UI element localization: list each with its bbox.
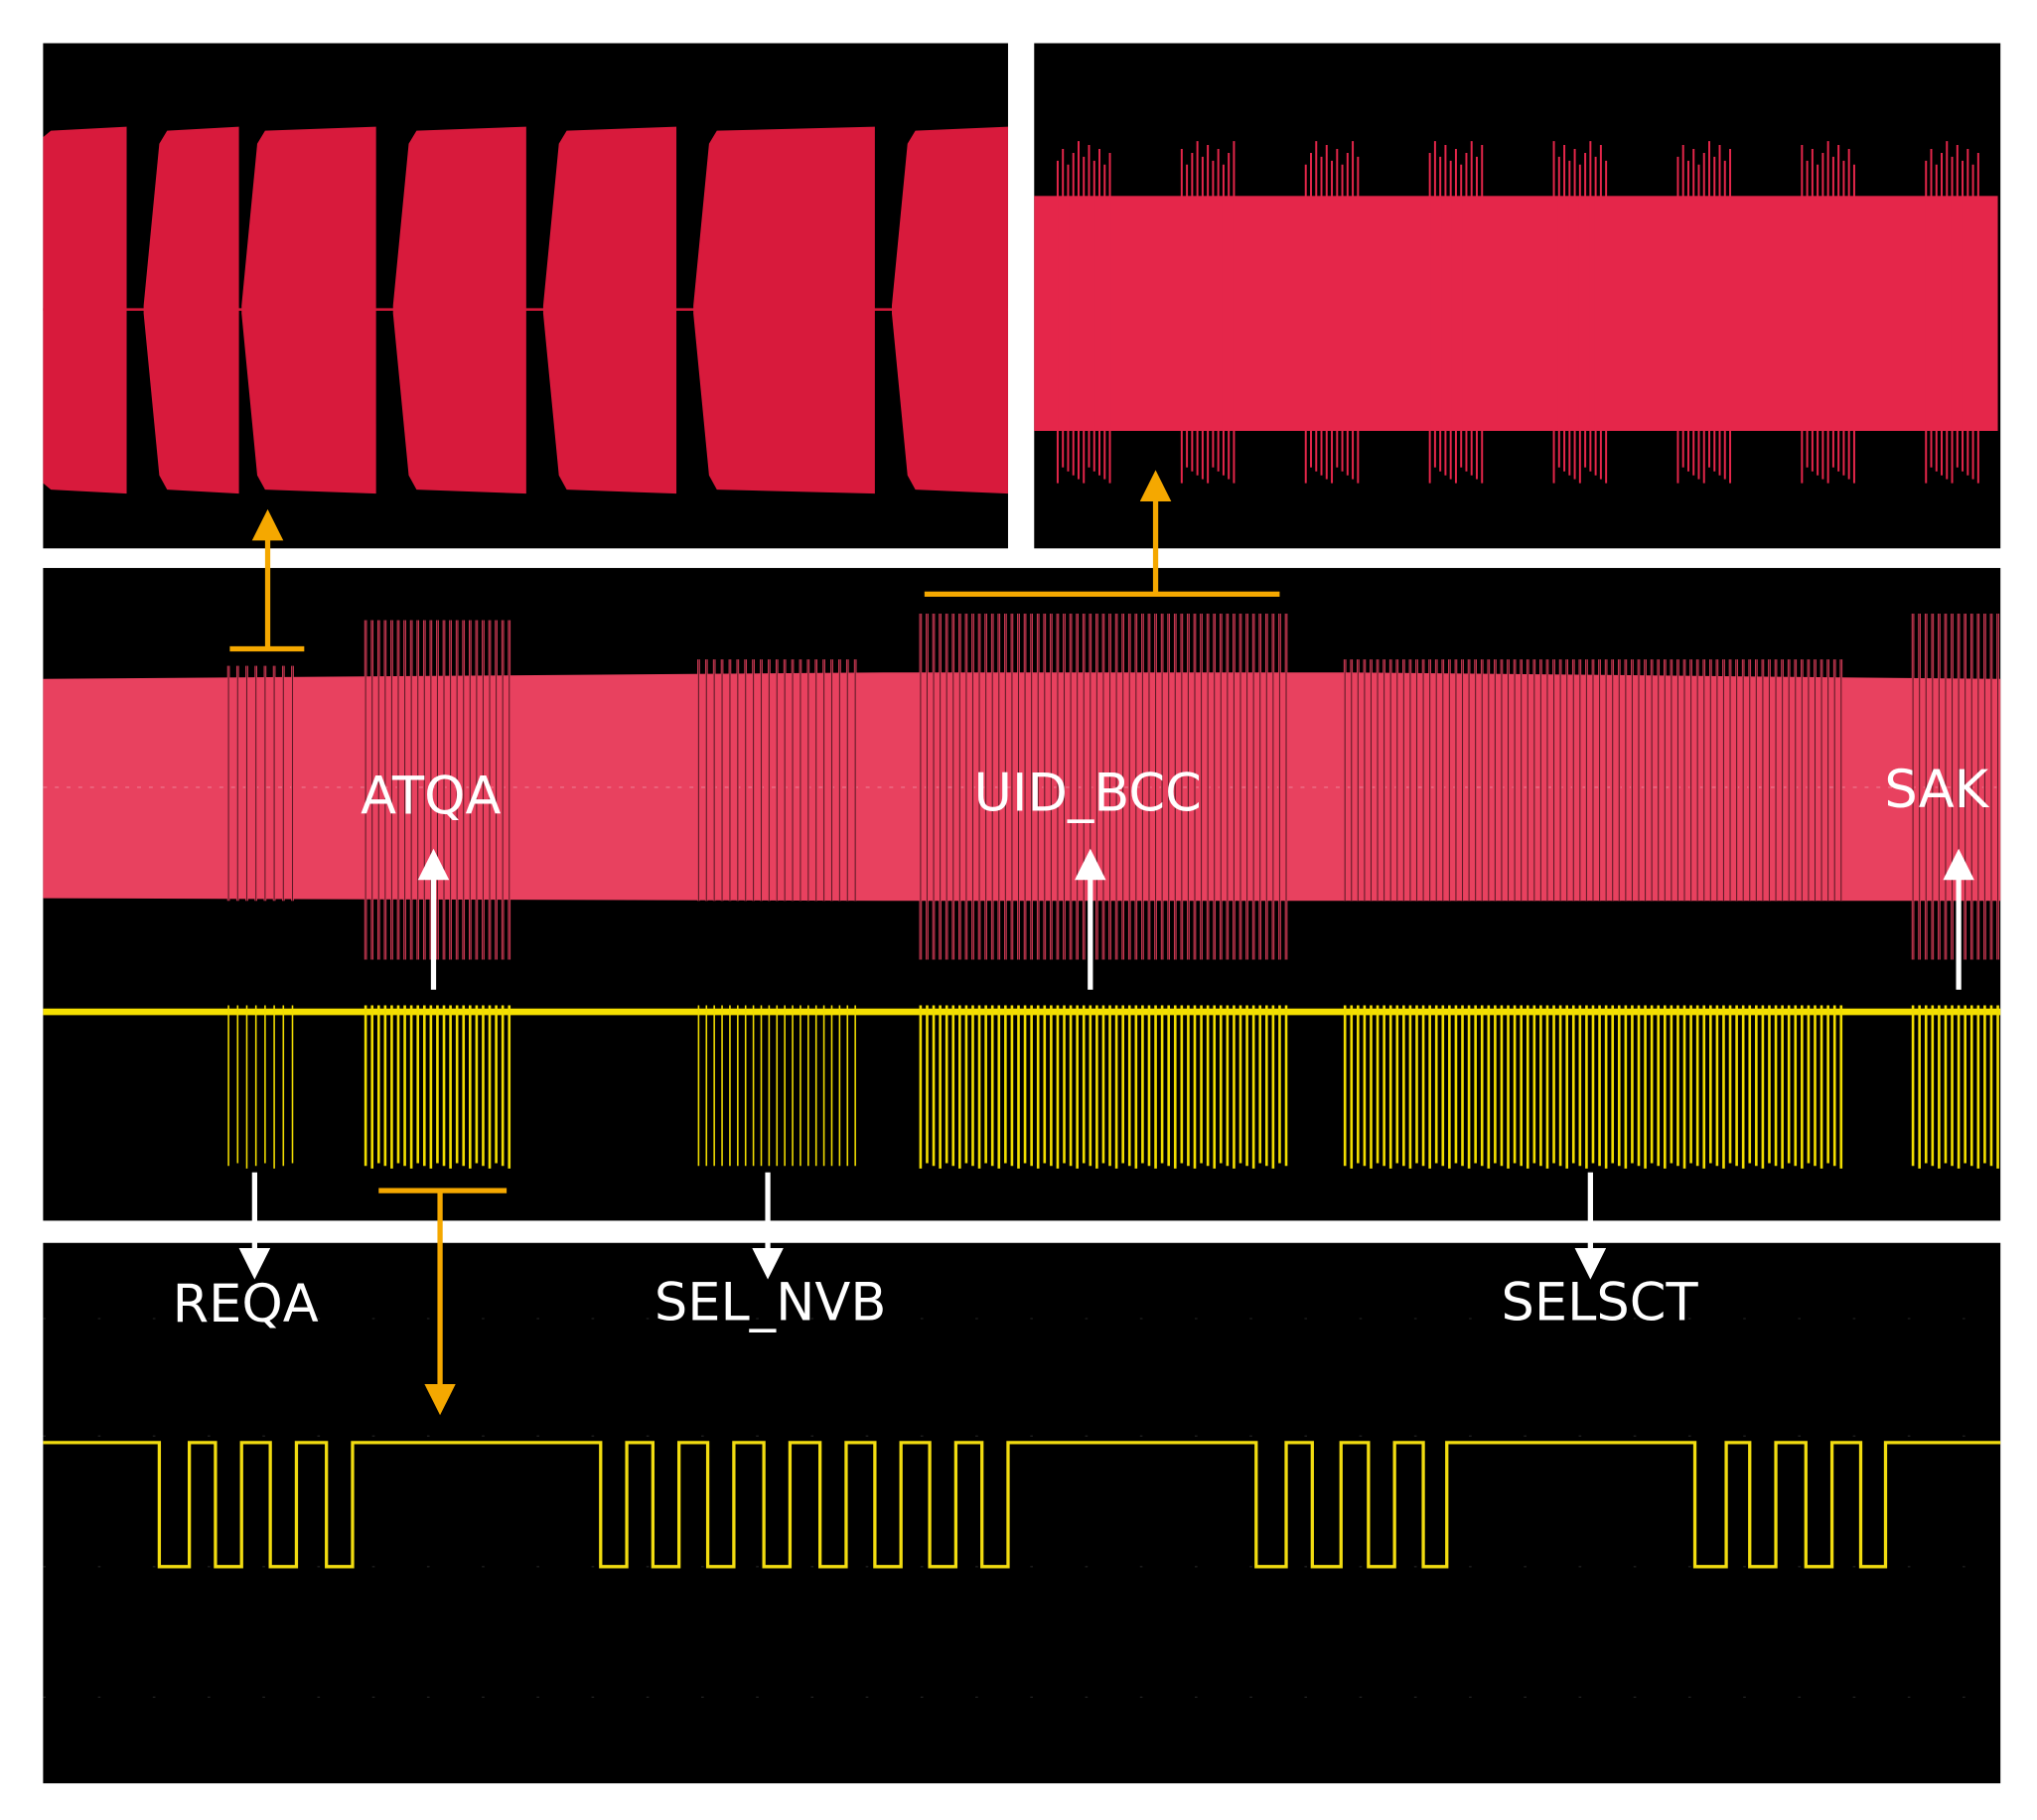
label: SELSCT	[1502, 1273, 1699, 1333]
digital-trace	[43, 1441, 2001, 1569]
label: SAK	[1884, 760, 1989, 820]
band	[1034, 196, 1998, 431]
burst	[542, 126, 677, 494]
burst	[392, 126, 526, 494]
label: REQA	[173, 1274, 319, 1334]
burst	[693, 126, 875, 494]
label: SEL_NVB	[655, 1273, 887, 1333]
annotations	[229, 470, 1974, 1416]
label: UID_BCC	[974, 764, 1202, 824]
band	[43, 672, 2001, 902]
burst	[891, 126, 1008, 494]
waveforms	[43, 126, 2001, 1698]
burst	[143, 126, 239, 494]
burst	[43, 126, 127, 494]
label: ATQA	[361, 766, 501, 826]
panel-bottom	[43, 1242, 2001, 1784]
burst	[241, 126, 376, 494]
